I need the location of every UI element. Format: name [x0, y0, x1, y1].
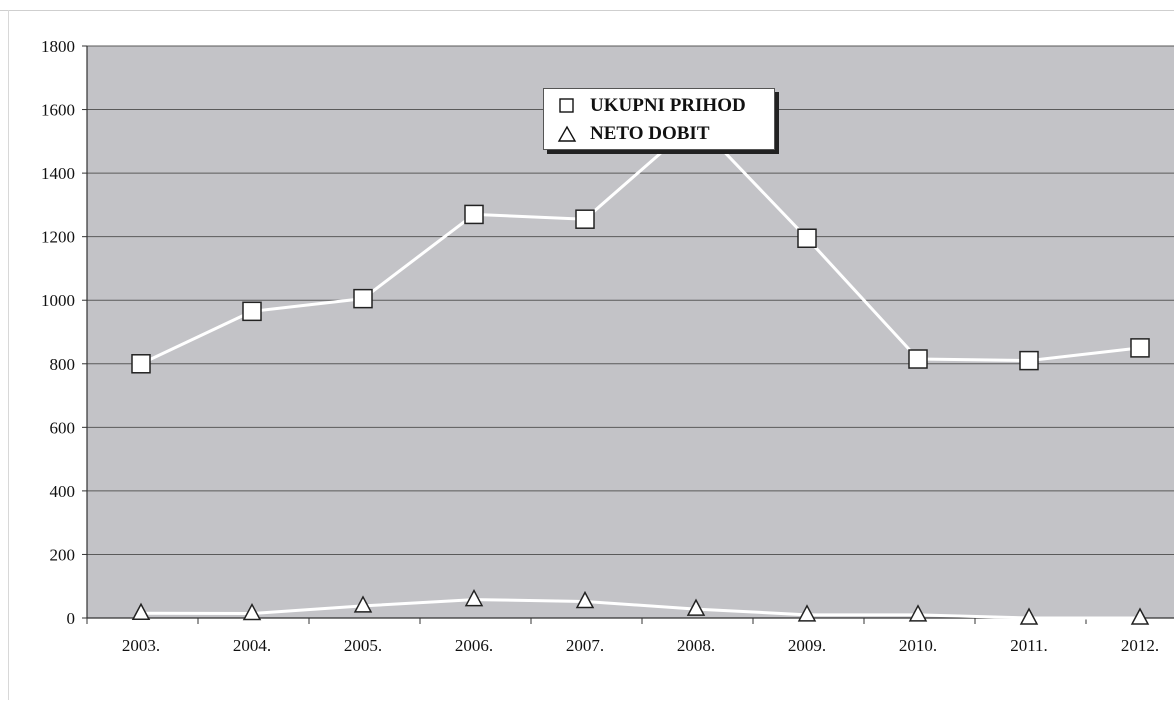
data-point-neto-dobit — [797, 604, 817, 622]
data-point-neto-dobit — [131, 602, 151, 620]
data-point-ukupni-prihod — [908, 349, 928, 369]
y-tick-label: 0 — [67, 609, 76, 628]
data-point-ukupni-prihod — [353, 288, 373, 309]
chart-legend: UKUPNI PRIHOD NETO DOBIT — [543, 88, 775, 150]
x-tick-label: 2012. — [1121, 636, 1159, 655]
x-tick-label: 2011. — [1010, 636, 1048, 655]
x-tick-label: 2010. — [899, 636, 937, 655]
x-tick-label: 2006. — [455, 636, 493, 655]
x-tick-label: 2009. — [788, 636, 826, 655]
legend-item-ukupni-prihod: UKUPNI PRIHOD — [544, 92, 746, 120]
data-point-neto-dobit — [464, 588, 484, 607]
y-tick-label: 1200 — [41, 228, 75, 247]
data-point-neto-dobit — [353, 595, 373, 613]
frame-top-border — [0, 10, 1174, 11]
y-tick-label: 1600 — [41, 101, 75, 120]
y-tick-label: 1000 — [41, 291, 75, 310]
square-marker-icon — [544, 97, 590, 115]
legend-item-neto-dobit: NETO DOBIT — [544, 120, 710, 148]
x-tick-label: 2004. — [233, 636, 271, 655]
x-tick-label: 2007. — [566, 636, 604, 655]
data-point-neto-dobit — [242, 602, 262, 621]
frame-left-border — [8, 10, 9, 700]
y-tick-label: 600 — [50, 418, 76, 437]
series-line-neto-dobit — [140, 598, 1140, 620]
data-point-ukupni-prihod — [575, 209, 595, 229]
data-point-ukupni-prihod — [464, 204, 484, 225]
series-line-ukupni-prihod — [140, 120, 1141, 366]
data-point-ukupni-prihod — [797, 228, 817, 249]
data-point-ukupni-prihod — [131, 354, 151, 374]
triangle-marker-icon — [544, 125, 590, 143]
data-point-neto-dobit — [1130, 607, 1150, 625]
legend-label-neto-dobit: NETO DOBIT — [590, 123, 710, 144]
x-tick-label: 2008. — [677, 636, 715, 655]
y-tick-label: 200 — [50, 545, 76, 564]
y-tick-label: 400 — [50, 482, 76, 501]
data-point-ukupni-prihod — [1130, 338, 1150, 358]
x-tick-label: 2003. — [122, 636, 160, 655]
data-point-ukupni-prihod — [242, 301, 262, 322]
data-point-neto-dobit — [686, 598, 706, 616]
data-point-neto-dobit — [908, 604, 928, 622]
x-tick-label: 2005. — [344, 636, 382, 655]
legend-label-ukupni-prihod: UKUPNI PRIHOD — [590, 95, 746, 116]
y-tick-label: 1400 — [41, 164, 75, 183]
data-point-ukupni-prihod — [1019, 350, 1039, 371]
y-tick-label: 800 — [50, 355, 76, 374]
data-point-neto-dobit — [575, 590, 595, 609]
data-point-neto-dobit — [1019, 607, 1039, 625]
y-tick-label: 1800 — [41, 37, 75, 56]
